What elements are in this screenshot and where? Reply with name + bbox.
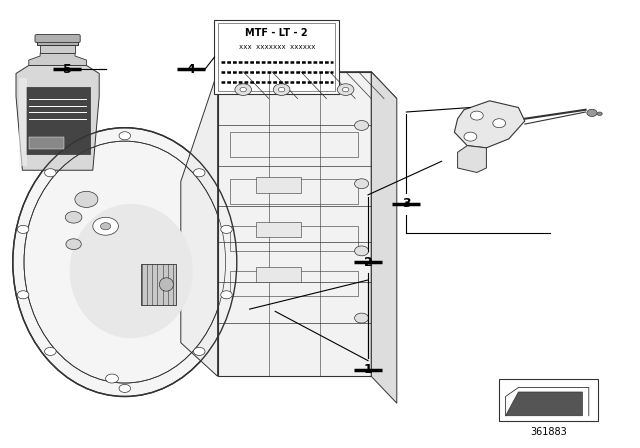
Bar — [256, 222, 301, 237]
Bar — [230, 132, 358, 157]
Bar — [37, 39, 78, 45]
Polygon shape — [454, 101, 525, 148]
Bar — [256, 267, 301, 282]
Polygon shape — [29, 53, 86, 65]
Circle shape — [355, 313, 369, 323]
Bar — [230, 226, 358, 251]
Text: 3: 3 — [402, 197, 411, 211]
Text: 361883: 361883 — [531, 427, 567, 437]
FancyBboxPatch shape — [35, 34, 80, 43]
Text: 2: 2 — [364, 255, 372, 269]
Bar — [26, 87, 90, 154]
Circle shape — [75, 191, 98, 207]
Circle shape — [221, 225, 232, 233]
Circle shape — [337, 84, 354, 95]
Circle shape — [119, 384, 131, 392]
Polygon shape — [458, 146, 486, 172]
Circle shape — [17, 225, 29, 233]
Circle shape — [235, 84, 252, 95]
Bar — [214, 20, 339, 94]
Text: 1: 1 — [364, 363, 372, 376]
Bar — [499, 379, 598, 421]
Text: 5: 5 — [63, 63, 72, 76]
Circle shape — [273, 84, 290, 95]
Polygon shape — [16, 65, 99, 170]
Bar — [19, 78, 27, 166]
Circle shape — [65, 211, 82, 223]
Bar — [230, 179, 358, 204]
Circle shape — [342, 87, 349, 92]
Circle shape — [355, 179, 369, 189]
Polygon shape — [218, 72, 397, 99]
Ellipse shape — [159, 278, 173, 291]
Circle shape — [66, 239, 81, 250]
Ellipse shape — [70, 204, 193, 338]
Circle shape — [355, 246, 369, 256]
Circle shape — [464, 132, 477, 141]
Bar — [40, 45, 75, 53]
Circle shape — [45, 347, 56, 355]
Text: xxx xxxxxxx xxxxxx: xxx xxxxxxx xxxxxx — [239, 44, 315, 50]
Bar — [218, 72, 371, 376]
Circle shape — [355, 121, 369, 130]
Polygon shape — [371, 72, 397, 403]
Bar — [141, 264, 176, 305]
Text: MTF - LT - 2: MTF - LT - 2 — [246, 29, 308, 39]
Circle shape — [278, 87, 285, 92]
Bar — [29, 137, 64, 149]
Circle shape — [193, 169, 205, 177]
Ellipse shape — [13, 128, 237, 396]
Circle shape — [587, 109, 597, 116]
Polygon shape — [506, 392, 582, 416]
Circle shape — [493, 119, 506, 128]
Circle shape — [93, 217, 118, 235]
Bar — [256, 177, 301, 193]
Circle shape — [106, 374, 118, 383]
Circle shape — [45, 169, 56, 177]
Polygon shape — [180, 72, 218, 376]
Circle shape — [119, 132, 131, 140]
Bar — [230, 271, 358, 296]
Circle shape — [193, 347, 205, 355]
Circle shape — [100, 223, 111, 230]
Circle shape — [597, 112, 602, 116]
Circle shape — [17, 291, 29, 299]
Bar — [218, 23, 335, 91]
Circle shape — [470, 111, 483, 120]
Text: 4: 4 — [186, 63, 195, 76]
Circle shape — [221, 291, 232, 299]
Circle shape — [240, 87, 246, 92]
